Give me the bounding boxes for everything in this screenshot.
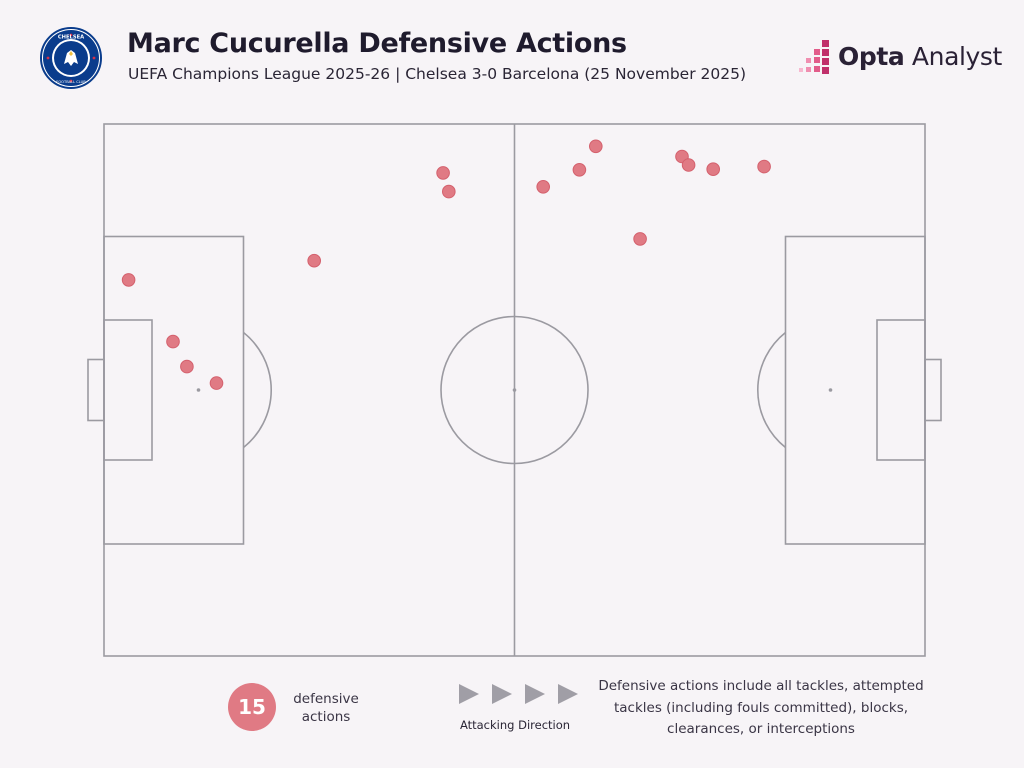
left-penalty-arc <box>243 331 272 449</box>
defensive-actions-layer <box>121 139 771 390</box>
centre-spot <box>512 388 517 392</box>
defensive-action-point <box>572 163 587 177</box>
attacking-direction-arrows-icon <box>459 684 578 704</box>
attacking-direction-label: Attacking Direction <box>459 718 571 732</box>
opta-analyst-wordmark: Opta Analyst <box>838 42 1002 71</box>
defensive-action-point <box>180 359 194 374</box>
right-penalty-arc <box>757 331 786 449</box>
defensive-action-point <box>166 334 180 349</box>
chelsea-crest-logo: CHELSEA FOOTBALL CLUB <box>40 27 102 89</box>
defensive-actions-count-label: defensive actions <box>293 691 359 725</box>
defensive-actions-count: 15 <box>228 683 276 731</box>
defensive-action-point <box>589 139 603 154</box>
defensive-action-point <box>633 232 647 246</box>
defensive-action-point <box>307 253 322 268</box>
defensive-action-point <box>681 158 696 172</box>
left-penalty-spot <box>196 388 201 392</box>
right-goal <box>924 358 942 422</box>
left-six-yard-box <box>103 319 153 461</box>
defensive-action-point <box>442 184 456 199</box>
defensive-action-point <box>209 376 224 390</box>
opta-analyst-logo: Opta Analyst <box>798 40 1002 76</box>
page-title: Marc Cucurella Defensive Actions <box>127 28 627 59</box>
defensive-action-point <box>121 273 136 287</box>
right-six-yard-box <box>876 319 926 461</box>
defensive-action-point <box>436 166 450 180</box>
right-penalty-area <box>784 235 926 545</box>
definition-note: Defensive actions include all tackles, a… <box>598 678 924 737</box>
svg-text:CHELSEA: CHELSEA <box>58 35 84 41</box>
opta-bars-icon <box>799 40 829 74</box>
centre-circle <box>440 315 589 465</box>
svg-text:FOOTBALL CLUB: FOOTBALL CLUB <box>56 80 86 84</box>
defensive-action-point <box>706 162 721 176</box>
page-subtitle: UEFA Champions League 2025-26 | Chelsea … <box>128 65 747 83</box>
left-goal <box>87 358 105 422</box>
defensive-action-point <box>536 180 551 194</box>
right-penalty-spot <box>828 388 833 392</box>
defensive-action-point <box>757 159 771 174</box>
